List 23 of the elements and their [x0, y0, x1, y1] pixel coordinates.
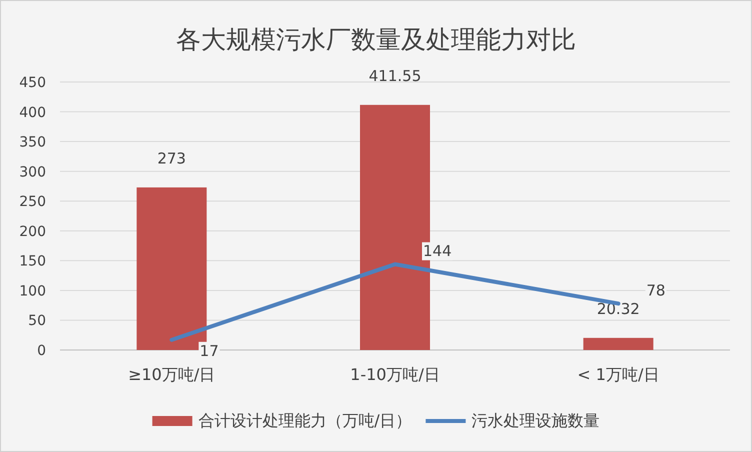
chart-title: 各大规模污水厂数量及处理能力对比: [176, 25, 576, 54]
data-label: 17: [200, 342, 219, 360]
bar: [583, 338, 654, 350]
y-tick-label: 150: [19, 254, 46, 270]
y-tick-label: 450: [19, 75, 46, 91]
y-tick-label: 0: [37, 343, 46, 359]
y-tick-label: 250: [19, 194, 46, 210]
y-tick-label: 400: [19, 104, 46, 121]
y-tick-label: 50: [28, 313, 46, 330]
data-label: 78: [646, 282, 666, 300]
x-tick-label: ≥10万吨/日: [128, 365, 216, 384]
data-label: 20.32: [596, 300, 640, 318]
legend-label: 污水处理设施数量: [472, 411, 600, 430]
y-tick-label: 350: [19, 134, 46, 151]
x-tick-label: < 1万吨/日: [577, 365, 660, 384]
data-label: 411.55: [368, 66, 422, 85]
x-tick-label: 1-10万吨/日: [350, 365, 440, 384]
data-label: 144: [423, 242, 452, 260]
legend-label: 合计设计处理能力（万吨/日）: [198, 411, 412, 430]
data-label: 273: [157, 149, 186, 168]
y-tick-label: 100: [19, 283, 46, 300]
y-tick-label: 300: [19, 164, 46, 180]
y-tick-label: 200: [19, 224, 46, 240]
